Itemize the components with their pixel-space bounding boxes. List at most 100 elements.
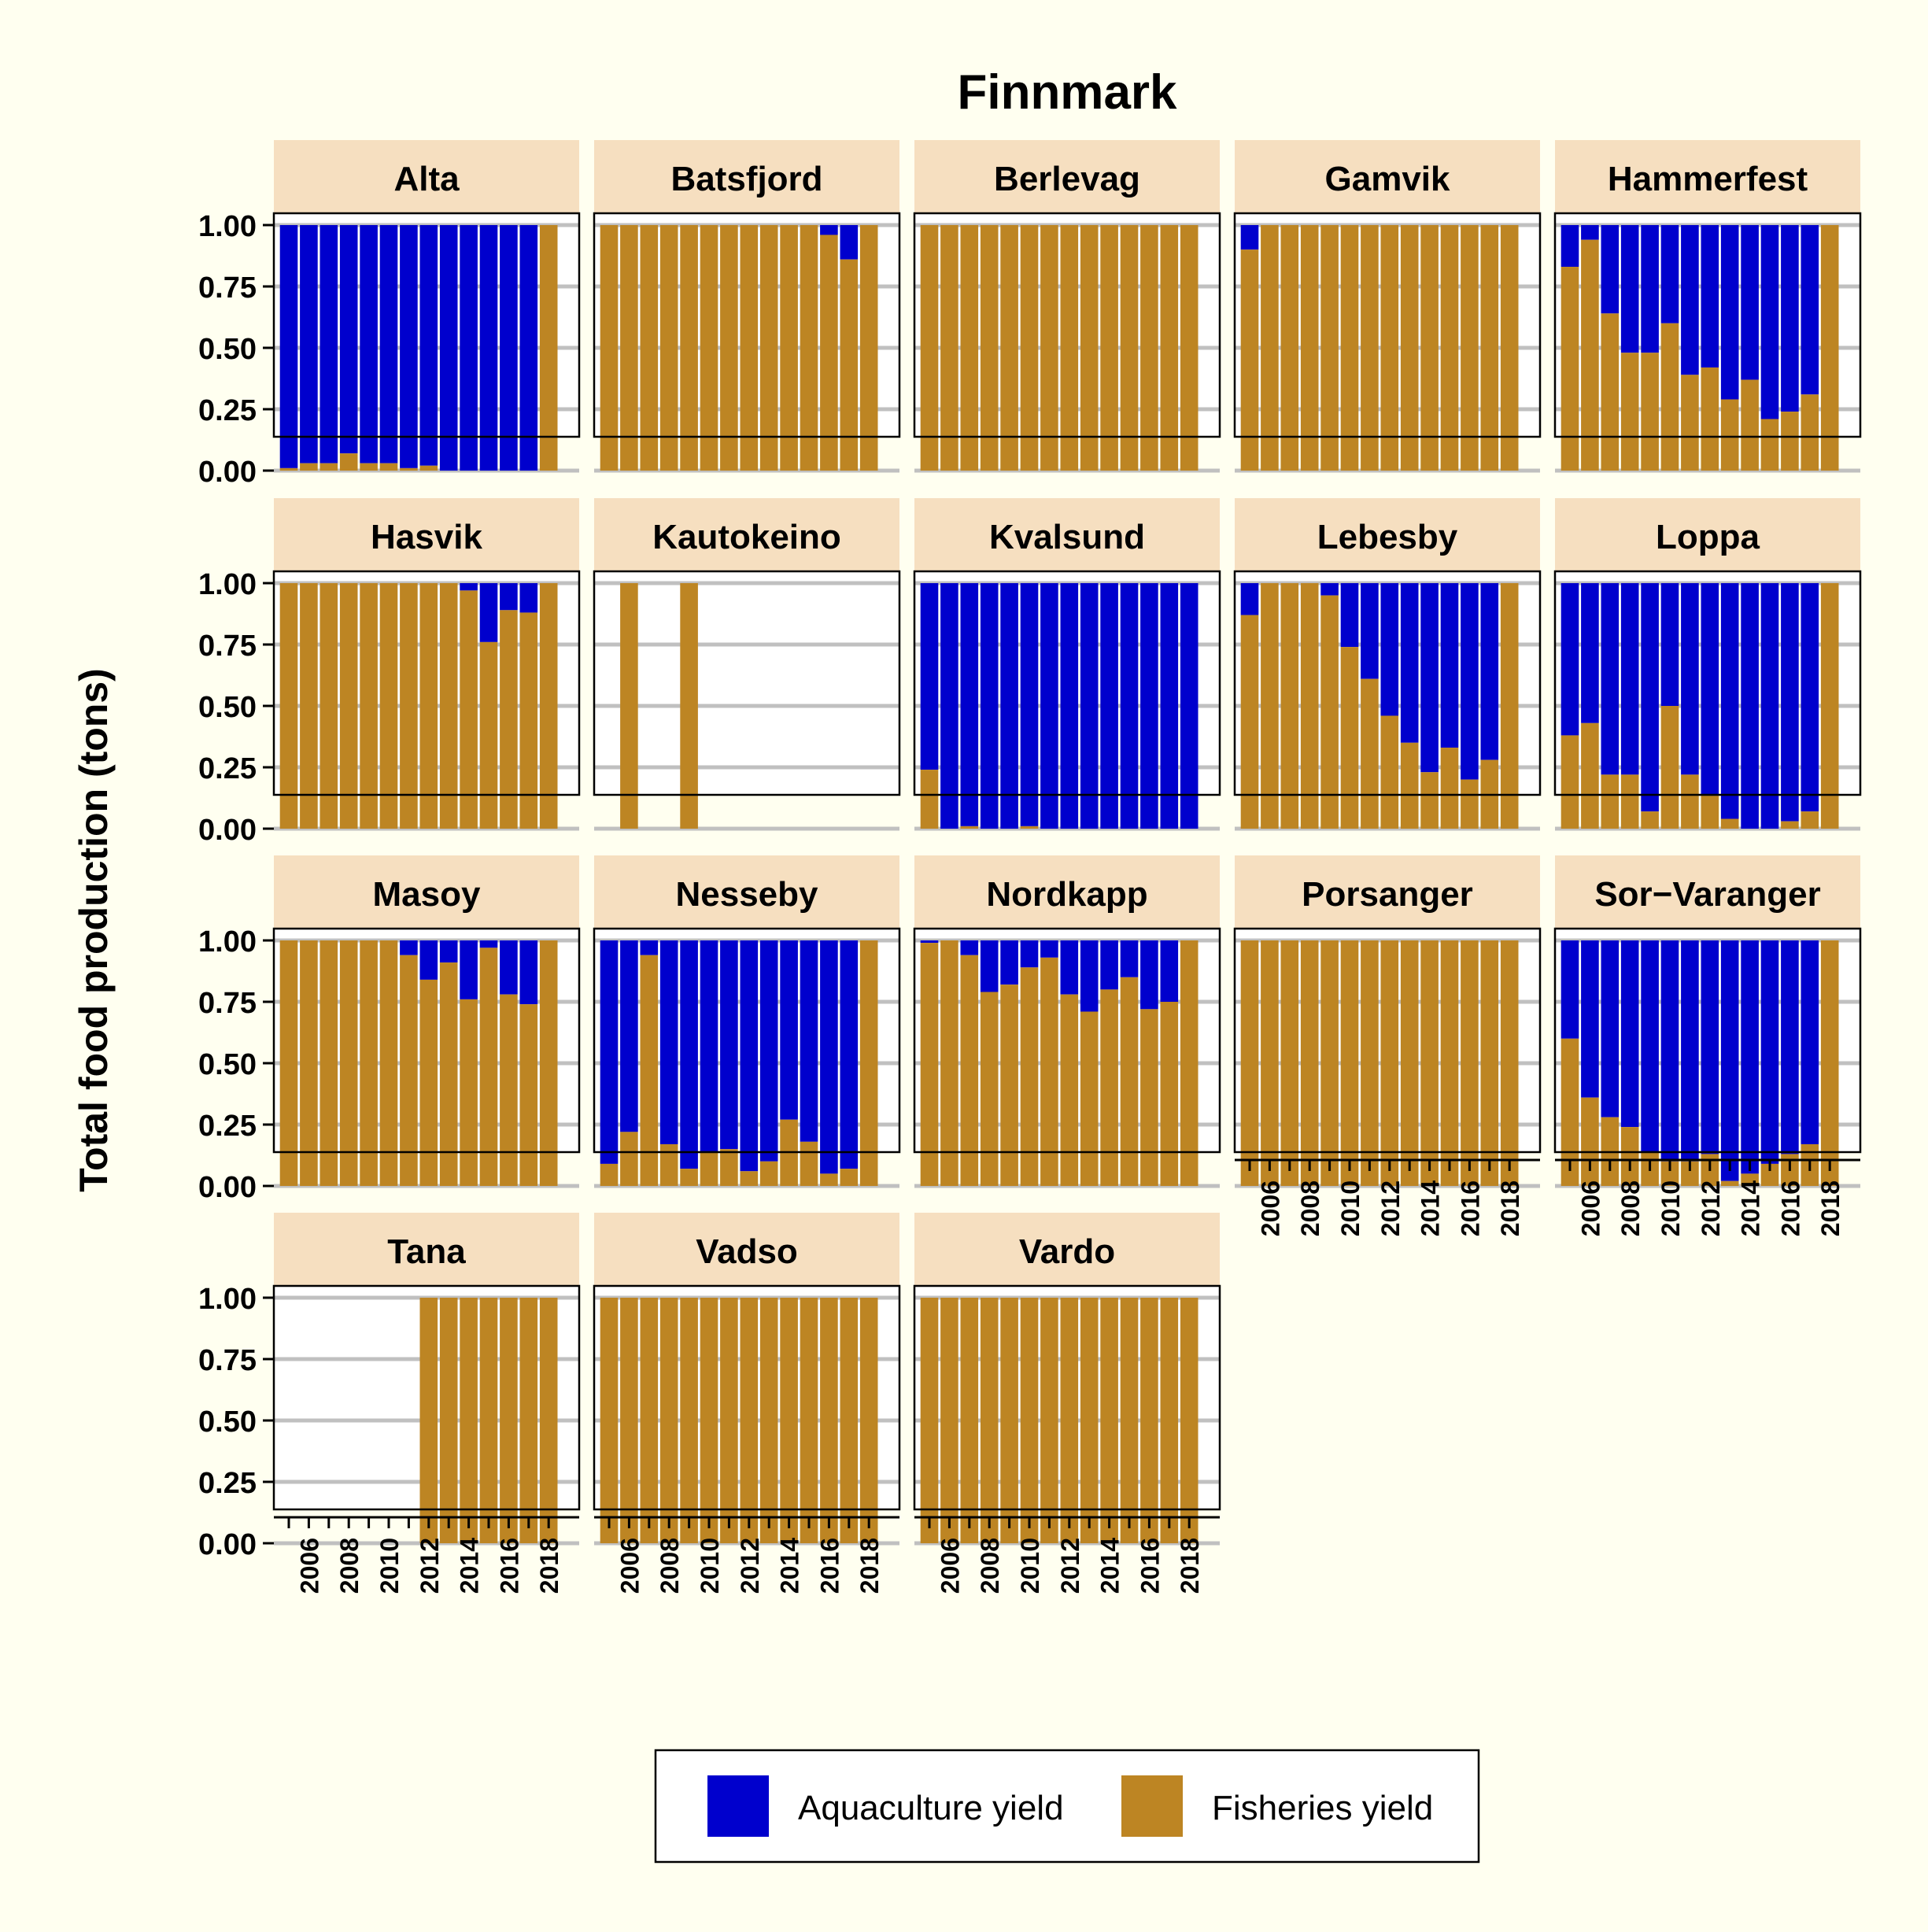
bar-fisheries (1500, 940, 1519, 1186)
panel-title: Nesseby (675, 875, 818, 914)
bar-fisheries (279, 467, 298, 471)
y-tick-label: 0.50 (198, 333, 257, 366)
bar-fisheries (1380, 225, 1399, 471)
bar-fisheries (479, 1298, 498, 1543)
bar-aquaculture (820, 940, 838, 1174)
bar-fisheries (1300, 583, 1319, 829)
bar-fisheries (519, 1004, 538, 1186)
panel-frame (593, 570, 901, 796)
panel-strip (274, 1213, 579, 1286)
bar-aquaculture (1320, 583, 1339, 596)
bar-fisheries (859, 225, 878, 471)
bar-fisheries (500, 610, 518, 829)
bar-aquaculture (319, 225, 338, 464)
y-tick-label: 0.00 (198, 456, 257, 489)
y-tick-label: 0.75 (198, 1344, 257, 1377)
legend-box (654, 1749, 1480, 1864)
x-tick-label: 2010 (696, 1538, 724, 1594)
bar-fisheries (519, 1298, 538, 1543)
bar-fisheries (519, 612, 538, 829)
panel-strip (274, 140, 579, 213)
bar-fisheries (1160, 1002, 1179, 1186)
bar-fisheries (400, 467, 418, 471)
bar-aquaculture (419, 940, 438, 980)
bar-fisheries (300, 940, 318, 1186)
bar-fisheries (980, 1298, 999, 1543)
panel-strip (274, 855, 579, 929)
x-tick-label: 2010 (375, 1538, 404, 1594)
x-tick-label: 2008 (1296, 1180, 1324, 1236)
bar-fisheries (460, 999, 478, 1186)
bar-fisheries (360, 463, 378, 471)
panel-title: Masoy (373, 875, 481, 914)
bar-fisheries (960, 826, 979, 829)
bar-fisheries (500, 994, 518, 1186)
legend-swatch-fisheries (1121, 1775, 1183, 1837)
bar-aquaculture (1240, 583, 1259, 615)
bar-fisheries (620, 1298, 638, 1543)
bar-aquaculture (1581, 940, 1599, 1098)
bar-fisheries (419, 1298, 438, 1543)
bar-fisheries (1140, 1009, 1158, 1186)
bar-aquaculture (920, 940, 939, 944)
bar-aquaculture (519, 583, 538, 613)
bar-fisheries (1760, 1163, 1779, 1186)
bar-aquaculture (1781, 225, 1799, 412)
bar-fisheries (1400, 940, 1419, 1186)
panel-frame (593, 927, 901, 1154)
bar-aquaculture (339, 225, 358, 454)
bar-fisheries (859, 1298, 878, 1543)
panel-strip (594, 855, 899, 929)
bar-aquaculture (1660, 583, 1679, 706)
bar-aquaculture (1720, 225, 1739, 400)
bar-fisheries (1060, 994, 1079, 1186)
bar-fisheries (1140, 1298, 1158, 1543)
bar-fisheries (1160, 225, 1179, 471)
bar-fisheries (1660, 1161, 1679, 1186)
bar-fisheries (720, 1298, 738, 1543)
bar-aquaculture (1100, 940, 1118, 990)
bar-fisheries (439, 1298, 458, 1543)
bar-fisheries (1261, 225, 1279, 471)
bar-aquaculture (1100, 583, 1118, 829)
y-tick-label: 1.00 (198, 1283, 257, 1316)
bar-fisheries (1601, 313, 1620, 471)
bar-aquaculture (1361, 583, 1379, 679)
bar-fisheries (419, 979, 438, 1186)
y-tick-label: 0.00 (198, 814, 257, 847)
panel-title: Kautokeino (652, 518, 841, 556)
bar-fisheries (820, 1298, 838, 1543)
bar-fisheries (539, 1298, 558, 1543)
y-tick-label: 0.75 (198, 987, 257, 1020)
bar-fisheries (1361, 225, 1379, 471)
bar-fisheries (1480, 940, 1499, 1186)
bar-fisheries (1400, 225, 1419, 471)
bar-aquaculture (940, 583, 958, 829)
bar-fisheries (479, 641, 498, 829)
bar-aquaculture (759, 940, 778, 1162)
bar-fisheries (319, 940, 338, 1186)
bar-aquaculture (500, 583, 518, 611)
bar-fisheries (279, 940, 298, 1186)
bar-fisheries (1040, 1298, 1058, 1543)
bar-fisheries (840, 1298, 859, 1543)
bar-fisheries (1660, 706, 1679, 829)
bar-aquaculture (1020, 940, 1039, 968)
bar-fisheries (379, 583, 398, 829)
panel-strip (274, 498, 579, 571)
bar-fisheries (1040, 957, 1058, 1186)
panel-plot-area (594, 571, 899, 795)
panel-strip (1235, 140, 1540, 213)
bar-aquaculture (1701, 225, 1719, 368)
bar-aquaculture (1080, 940, 1099, 1012)
bar-aquaculture (1660, 940, 1679, 1162)
bar-fisheries (1660, 323, 1679, 471)
panel-title: Hasvik (371, 518, 482, 556)
y-tick-label: 0.25 (198, 1110, 257, 1143)
bar-aquaculture (780, 940, 798, 1120)
bar-fisheries (319, 463, 338, 471)
bar-fisheries (1080, 1011, 1099, 1186)
bar-fisheries (800, 1141, 818, 1186)
bar-aquaculture (1060, 940, 1079, 995)
